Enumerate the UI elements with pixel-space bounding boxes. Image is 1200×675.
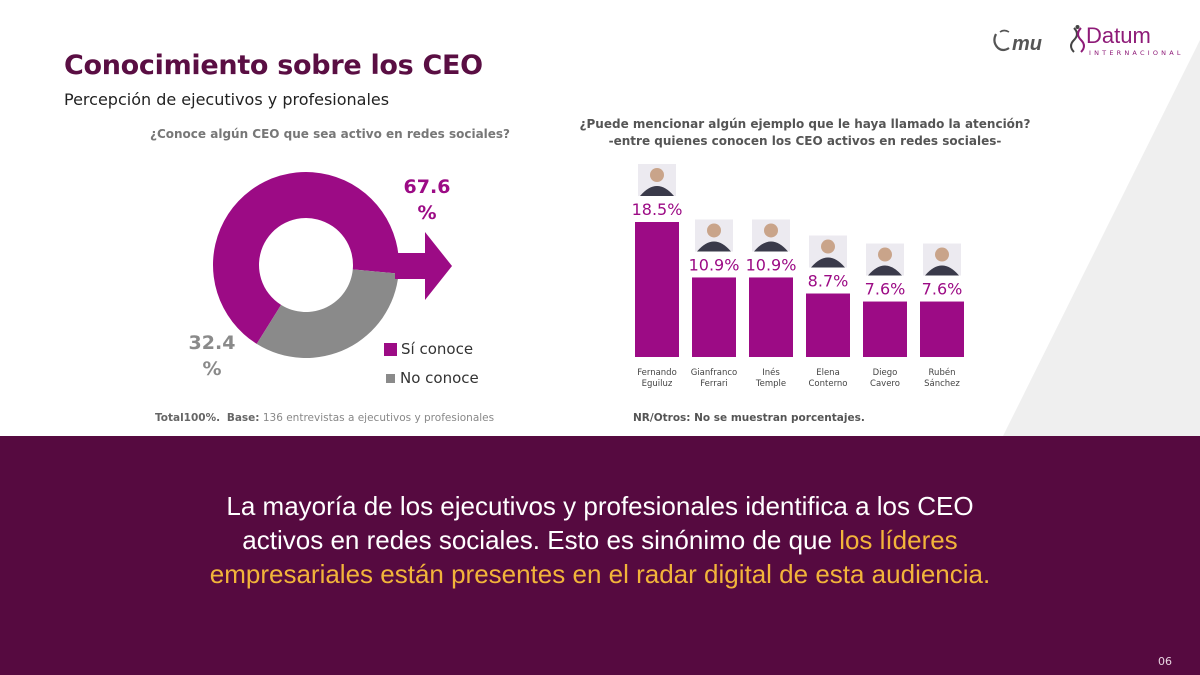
bar-value-label: 10.9%: [689, 255, 740, 274]
person-photo-icon: [752, 219, 790, 252]
page-number: 06: [1158, 655, 1172, 668]
person-photo-icon: [866, 243, 904, 276]
legend-item-si: Sí conoce: [384, 340, 473, 358]
base-note: Total100%. Base: 136 entrevistas a ejecu…: [155, 412, 494, 424]
datum-logo-mark: [1070, 25, 1085, 53]
legend-swatch-no: [386, 373, 395, 383]
conclusion-highlight: los líderes empresariales están presente…: [209, 525, 991, 589]
conclusion-main: La mayoría de los ejecutivos y profesion…: [226, 491, 974, 555]
bar-3: [806, 293, 850, 357]
bar-value-label: 18.5%: [632, 200, 683, 219]
person-photo-icon: [923, 243, 961, 276]
mu-logo: mu: [993, 29, 1042, 55]
person-photo-icon: [809, 235, 847, 268]
right-question-line1: ¿Puede mencionar algún ejemplo que le ha…: [579, 117, 1031, 131]
bar-category-label: Rubén: [929, 367, 956, 378]
person-photo-icon: [638, 164, 676, 196]
legend-label-no: No conoce: [400, 369, 479, 387]
bar-category-label: Diego: [873, 368, 898, 378]
donut-slice-si: [213, 172, 400, 344]
right-chart-question: ¿Puede mencionar algún ejemplo que le ha…: [560, 116, 1050, 150]
bar-2: [749, 277, 793, 357]
right-question-line2: -entre quienes conocen los CEO activos e…: [608, 134, 1002, 148]
bar-4: [863, 301, 907, 357]
donut-label-si: 67.6 %: [395, 174, 459, 226]
legend-label-si: Sí conoce: [401, 340, 474, 358]
bar-category-label: Fernando: [637, 368, 677, 378]
conclusion-band: [0, 436, 1200, 675]
bar-value-label: 8.7%: [808, 272, 849, 291]
nr-note: NR/Otros: No se muestran porcentajes.: [633, 412, 865, 424]
page-subtitle: Percepción de ejecutivos y profesionales: [64, 90, 390, 109]
bar-category-label: Conterno: [808, 379, 847, 389]
bar-value-label: 7.6%: [922, 280, 963, 299]
donut-label-no-unit: %: [202, 358, 222, 380]
bar-category-label: Ferrari: [700, 379, 728, 389]
bar-category-label: Inés: [762, 367, 780, 378]
donut-label-si-value: 67.6: [403, 176, 451, 198]
donut-label-si-unit: %: [417, 202, 437, 224]
left-chart-question: ¿Conoce algún CEO que sea activo en rede…: [150, 127, 511, 141]
donut-slice-no: [256, 269, 399, 359]
bar-category-label: Cavero: [870, 379, 900, 389]
donut-label-no-value: 32.4: [188, 332, 236, 354]
page-title: Conocimiento sobre los CEO: [64, 50, 483, 81]
bar-category-label: Gianfranco: [691, 368, 738, 378]
bar-value-label: 7.6%: [865, 280, 906, 299]
decorative-triangle: [1003, 40, 1200, 436]
datum-logo-text: Datum: [1086, 23, 1151, 48]
bar-category-label: Eguiluz: [642, 379, 673, 389]
bar-category-label: Elena: [816, 368, 840, 378]
base-total: Total100%.: [155, 412, 221, 424]
bar-value-label: 10.9%: [746, 255, 797, 274]
person-photo-icon: [695, 219, 733, 252]
donut-label-no: 32.4 %: [180, 330, 244, 382]
bar-1: [692, 277, 736, 357]
donut-arrow: [395, 232, 452, 300]
conclusion-text: La mayoría de los ejecutivos y profesion…: [190, 489, 1010, 591]
bar-0: [635, 222, 679, 357]
datum-logo-subtext: INTERNACIONAL: [1089, 49, 1184, 57]
mu-logo-text: mu: [1012, 33, 1042, 55]
base-key: Base:: [226, 412, 260, 424]
donut-chart: [213, 172, 452, 359]
legend-item-no: No conoce: [386, 369, 479, 387]
bar-category-label: Temple: [755, 379, 786, 389]
base-text: 136 entrevistas a ejecutivos y profesion…: [262, 412, 495, 424]
legend-swatch-si: [384, 342, 397, 356]
bar-category-label: Sánchez: [924, 379, 960, 389]
bar-5: [920, 301, 964, 357]
